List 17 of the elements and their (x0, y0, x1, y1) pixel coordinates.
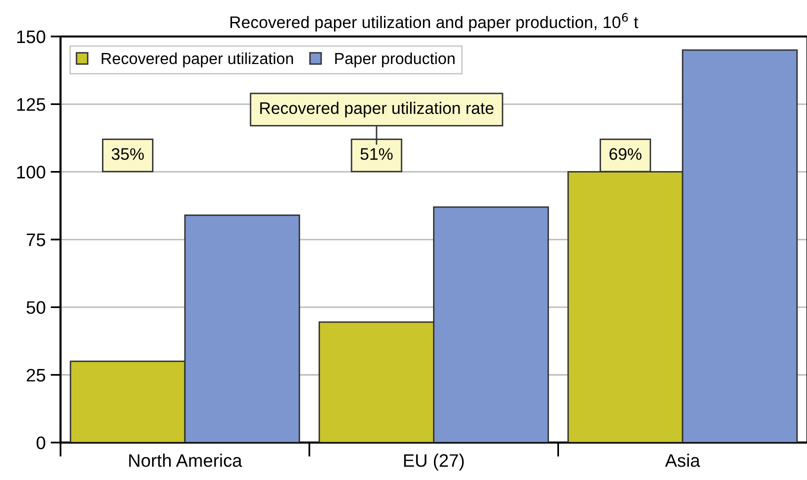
annotation: 51% (360, 148, 393, 160)
y-tick-label: 125 (17, 98, 46, 111)
annotation: 69% (610, 148, 642, 160)
y-tick-label: 25 (26, 368, 46, 382)
legend-label: Paper production (335, 52, 455, 68)
x-tick-label: North America (129, 454, 242, 467)
y-tick-label: 0 (36, 436, 46, 450)
x-tick-label: EU (27) (404, 454, 464, 470)
legend-label: Recovered paper utilization (102, 52, 293, 68)
y-tick-label: 100 (17, 166, 46, 179)
chart-title: Recovered paper utilization and paper production, 10$^{6}$ t (230, 12, 638, 32)
annotation: Recovered paper utilization rate (260, 102, 494, 118)
x-tick-label: Asia (665, 454, 700, 467)
annotation: 35% (112, 148, 144, 160)
y-tick-label: 150 (17, 30, 46, 44)
y-tick-label: 75 (26, 234, 46, 246)
y-tick-label: 50 (26, 301, 46, 314)
